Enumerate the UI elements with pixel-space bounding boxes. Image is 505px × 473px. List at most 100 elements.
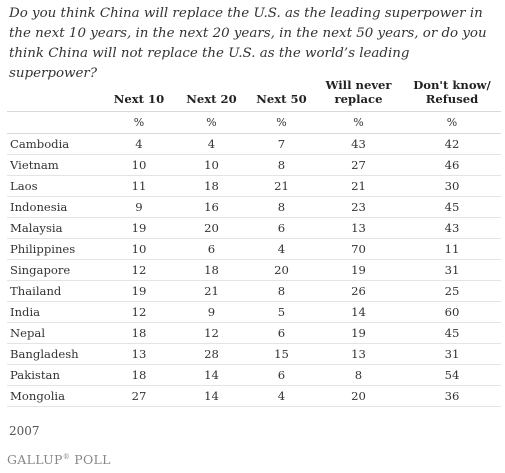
value-cell: 45 <box>403 322 501 344</box>
value-cell: 4 <box>249 238 314 260</box>
value-cell: 4 <box>249 385 314 407</box>
value-cell: 12 <box>104 301 174 323</box>
value-cell: 54 <box>403 364 501 386</box>
country-label: Indonesia <box>7 196 104 218</box>
unit-cell: % <box>174 111 249 134</box>
value-cell: 10 <box>174 154 249 176</box>
logo-registered-mark: ® <box>62 452 70 461</box>
country-label: Laos <box>7 175 104 197</box>
gallup-poll-logo: GALLUP® POLL <box>7 452 111 467</box>
unit-cell: % <box>403 111 501 134</box>
value-cell: 6 <box>249 364 314 386</box>
column-header-next-50: Next 50 <box>256 92 307 106</box>
value-cell: 23 <box>314 196 403 218</box>
value-cell: 15 <box>249 343 314 365</box>
value-cell: 11 <box>403 238 501 260</box>
value-cell: 21 <box>249 175 314 197</box>
value-cell: 18 <box>174 175 249 197</box>
table-row: Philippines 10 6 4 70 11 <box>7 238 501 260</box>
value-cell: 12 <box>104 259 174 281</box>
table-row: Singapore 12 18 20 19 31 <box>7 259 501 281</box>
value-cell: 45 <box>403 196 501 218</box>
value-cell: 14 <box>174 364 249 386</box>
table-row: India 12 9 5 14 60 <box>7 301 501 323</box>
table-row: Thailand 19 21 8 26 25 <box>7 280 501 302</box>
value-cell: 11 <box>104 175 174 197</box>
value-cell: 18 <box>174 259 249 281</box>
value-cell: 36 <box>403 385 501 407</box>
value-cell: 70 <box>314 238 403 260</box>
value-cell: 42 <box>403 133 501 155</box>
value-cell: 10 <box>104 238 174 260</box>
value-cell: 13 <box>314 343 403 365</box>
country-label: Pakistan <box>7 364 104 386</box>
value-cell: 13 <box>314 217 403 239</box>
value-cell: 19 <box>314 259 403 281</box>
header-row: Next 10 Next 20 Next 50 Will never replac… <box>7 78 501 112</box>
unit-cell: % <box>104 111 174 134</box>
value-cell: 8 <box>249 196 314 218</box>
country-label: India <box>7 301 104 323</box>
value-cell: 4 <box>104 133 174 155</box>
value-cell: 27 <box>104 385 174 407</box>
table-row: Pakistan 18 14 6 8 54 <box>7 364 501 386</box>
value-cell: 19 <box>104 217 174 239</box>
table-row: Cambodia 4 4 7 43 42 <box>7 133 501 155</box>
value-cell: 26 <box>314 280 403 302</box>
results-table: Next 10 Next 20 Next 50 Will never replac… <box>7 78 501 407</box>
value-cell: 25 <box>403 280 501 302</box>
country-label: Nepal <box>7 322 104 344</box>
unit-row: % % % % % <box>7 111 501 134</box>
value-cell: 31 <box>403 259 501 281</box>
value-cell: 6 <box>249 217 314 239</box>
country-label: Cambodia <box>7 133 104 155</box>
country-header <box>7 78 104 112</box>
column-header-dont-know: Don't know/Refused <box>413 78 491 106</box>
unit-cell: % <box>314 111 403 134</box>
value-cell: 14 <box>174 385 249 407</box>
value-cell: 31 <box>403 343 501 365</box>
value-cell: 12 <box>174 322 249 344</box>
value-cell: 60 <box>403 301 501 323</box>
value-cell: 30 <box>403 175 501 197</box>
value-cell: 20 <box>314 385 403 407</box>
table-row: Indonesia 9 16 8 23 45 <box>7 196 501 218</box>
table-row: Mongolia 27 14 4 20 36 <box>7 385 501 407</box>
column-header-next-10: Next 10 <box>113 92 165 106</box>
table-body: Cambodia 4 4 7 43 42 Vietnam 10 10 8 27 46 Laos 11 18 2… <box>7 133 501 407</box>
unit-cell-blank <box>7 111 104 134</box>
value-cell: 9 <box>174 301 249 323</box>
country-label: Thailand <box>7 280 104 302</box>
logo-brand: GALLUP <box>7 452 63 467</box>
table-row: Vietnam 10 10 8 27 46 <box>7 154 501 176</box>
value-cell: 43 <box>403 217 501 239</box>
value-cell: 20 <box>249 259 314 281</box>
table-row: Bangladesh 13 28 15 13 31 <box>7 343 501 365</box>
country-label: Mongolia <box>7 385 104 407</box>
column-header-will-never-replace: Will never replace <box>325 78 392 106</box>
country-label: Vietnam <box>7 154 104 176</box>
column-header-next-20: Next 20 <box>186 92 237 106</box>
value-cell: 13 <box>104 343 174 365</box>
value-cell: 19 <box>104 280 174 302</box>
value-cell: 19 <box>314 322 403 344</box>
value-cell: 4 <box>174 133 249 155</box>
country-label: Singapore <box>7 259 104 281</box>
table-row: Nepal 18 12 6 19 45 <box>7 322 501 344</box>
table-row: Malaysia 19 20 6 13 43 <box>7 217 501 239</box>
value-cell: 6 <box>174 238 249 260</box>
table-row: Laos 11 18 21 21 30 <box>7 175 501 197</box>
value-cell: 16 <box>174 196 249 218</box>
value-cell: 18 <box>104 322 174 344</box>
country-label: Philippines <box>7 238 104 260</box>
country-label: Malaysia <box>7 217 104 239</box>
value-cell: 5 <box>249 301 314 323</box>
value-cell: 21 <box>174 280 249 302</box>
value-cell: 8 <box>249 280 314 302</box>
value-cell: 21 <box>314 175 403 197</box>
logo-suffix: POLL <box>70 452 111 467</box>
value-cell: 7 <box>249 133 314 155</box>
value-cell: 6 <box>249 322 314 344</box>
value-cell: 27 <box>314 154 403 176</box>
value-cell: 20 <box>174 217 249 239</box>
